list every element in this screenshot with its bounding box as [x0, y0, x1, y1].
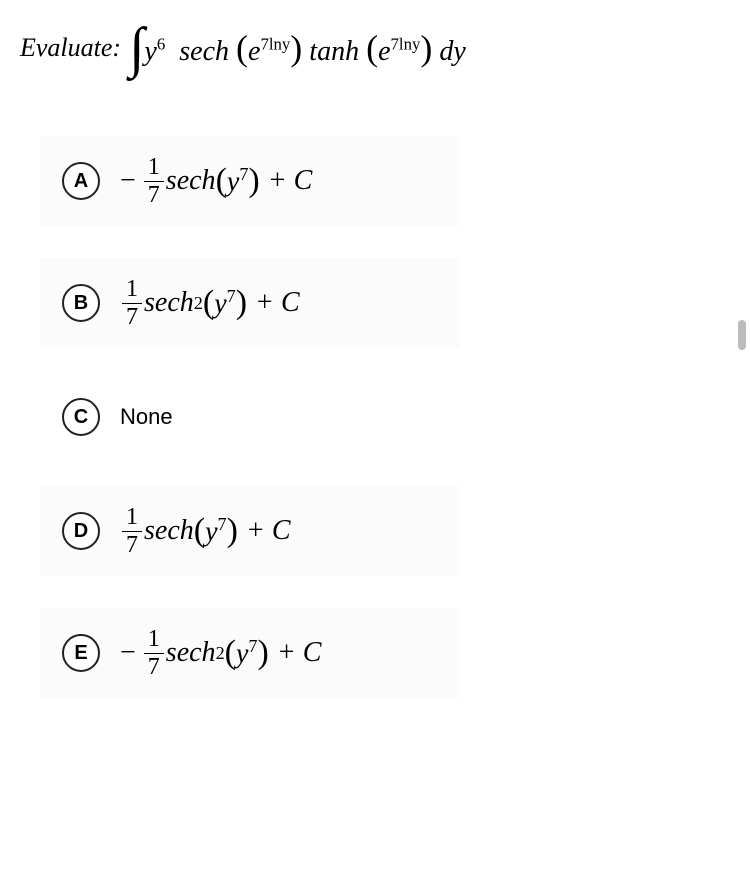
option-d[interactable]: D 1 7 sech (y7) + C [40, 486, 460, 576]
frac-num: 1 [144, 626, 164, 653]
arg-power: 7 [227, 286, 236, 306]
option-a[interactable]: A − 1 7 sech (y7) + C [40, 136, 460, 226]
arg-power: 7 [239, 164, 248, 184]
minus-sign: − [120, 165, 136, 197]
option-c-content: None [120, 404, 173, 430]
dy: dy [439, 36, 465, 67]
option-e-content: − 1 7 sech2 (y7) + C [120, 626, 321, 680]
question-prompt: Evaluate: ∫ y6 sech (e7lny) tanh (e7lny)… [20, 20, 730, 76]
frac-num: 1 [144, 154, 164, 181]
y-power: 6 [157, 35, 165, 54]
arg-base: y [227, 166, 239, 197]
frac-den: 7 [144, 654, 164, 680]
minus-sign: − [120, 637, 136, 669]
plus-c: + C [246, 515, 291, 547]
func-name: sech [144, 515, 194, 547]
frac-num: 1 [122, 504, 142, 531]
func-name: sech [144, 287, 194, 319]
func-name: sech [166, 637, 216, 669]
plus-c: + C [255, 287, 300, 319]
sech-func: sech [179, 36, 229, 67]
exp-power-2: 7lny [391, 35, 421, 54]
func-name: sech [166, 165, 216, 197]
e-base-1: e [248, 36, 260, 67]
option-a-content: − 1 7 sech (y7) + C [120, 154, 312, 208]
integral-sign: ∫ [129, 20, 144, 76]
option-b[interactable]: B 1 7 sech2 (y7) + C [40, 258, 460, 348]
fraction: 1 7 [144, 626, 164, 680]
func-power: 2 [194, 293, 203, 314]
frac-num: 1 [122, 276, 142, 303]
arg-power: 7 [248, 636, 257, 656]
arg-power: 7 [218, 514, 227, 534]
option-letter-b: B [62, 284, 100, 322]
arg-base: y [205, 516, 217, 547]
option-letter-e: E [62, 634, 100, 672]
integral-expression: ∫ y6 sech (e7lny) tanh (e7lny) dy [129, 20, 466, 76]
plus-c: + C [268, 165, 313, 197]
frac-den: 7 [122, 304, 142, 330]
tanh-func: tanh [309, 36, 359, 67]
option-letter-c: C [62, 398, 100, 436]
fraction: 1 7 [122, 504, 142, 558]
arg-base: y [236, 638, 248, 669]
plus-c: + C [277, 637, 322, 669]
frac-den: 7 [144, 182, 164, 208]
func-power: 2 [216, 643, 225, 664]
arg-base: y [214, 288, 226, 319]
scrollbar-thumb[interactable] [738, 320, 746, 350]
frac-den: 7 [122, 532, 142, 558]
exp-power-1: 7lny [260, 35, 290, 54]
option-c[interactable]: C None [40, 380, 460, 454]
evaluate-label: Evaluate: [20, 33, 121, 63]
none-label: None [120, 404, 173, 430]
option-b-content: 1 7 sech2 (y7) + C [120, 276, 300, 330]
fraction: 1 7 [144, 154, 164, 208]
option-letter-d: D [62, 512, 100, 550]
option-letter-a: A [62, 162, 100, 200]
fraction: 1 7 [122, 276, 142, 330]
option-e[interactable]: E − 1 7 sech2 (y7) + C [40, 608, 460, 698]
e-base-2: e [378, 36, 390, 67]
options-container: A − 1 7 sech (y7) + C B 1 7 sech2 (y7) +… [40, 136, 730, 698]
option-d-content: 1 7 sech (y7) + C [120, 504, 291, 558]
